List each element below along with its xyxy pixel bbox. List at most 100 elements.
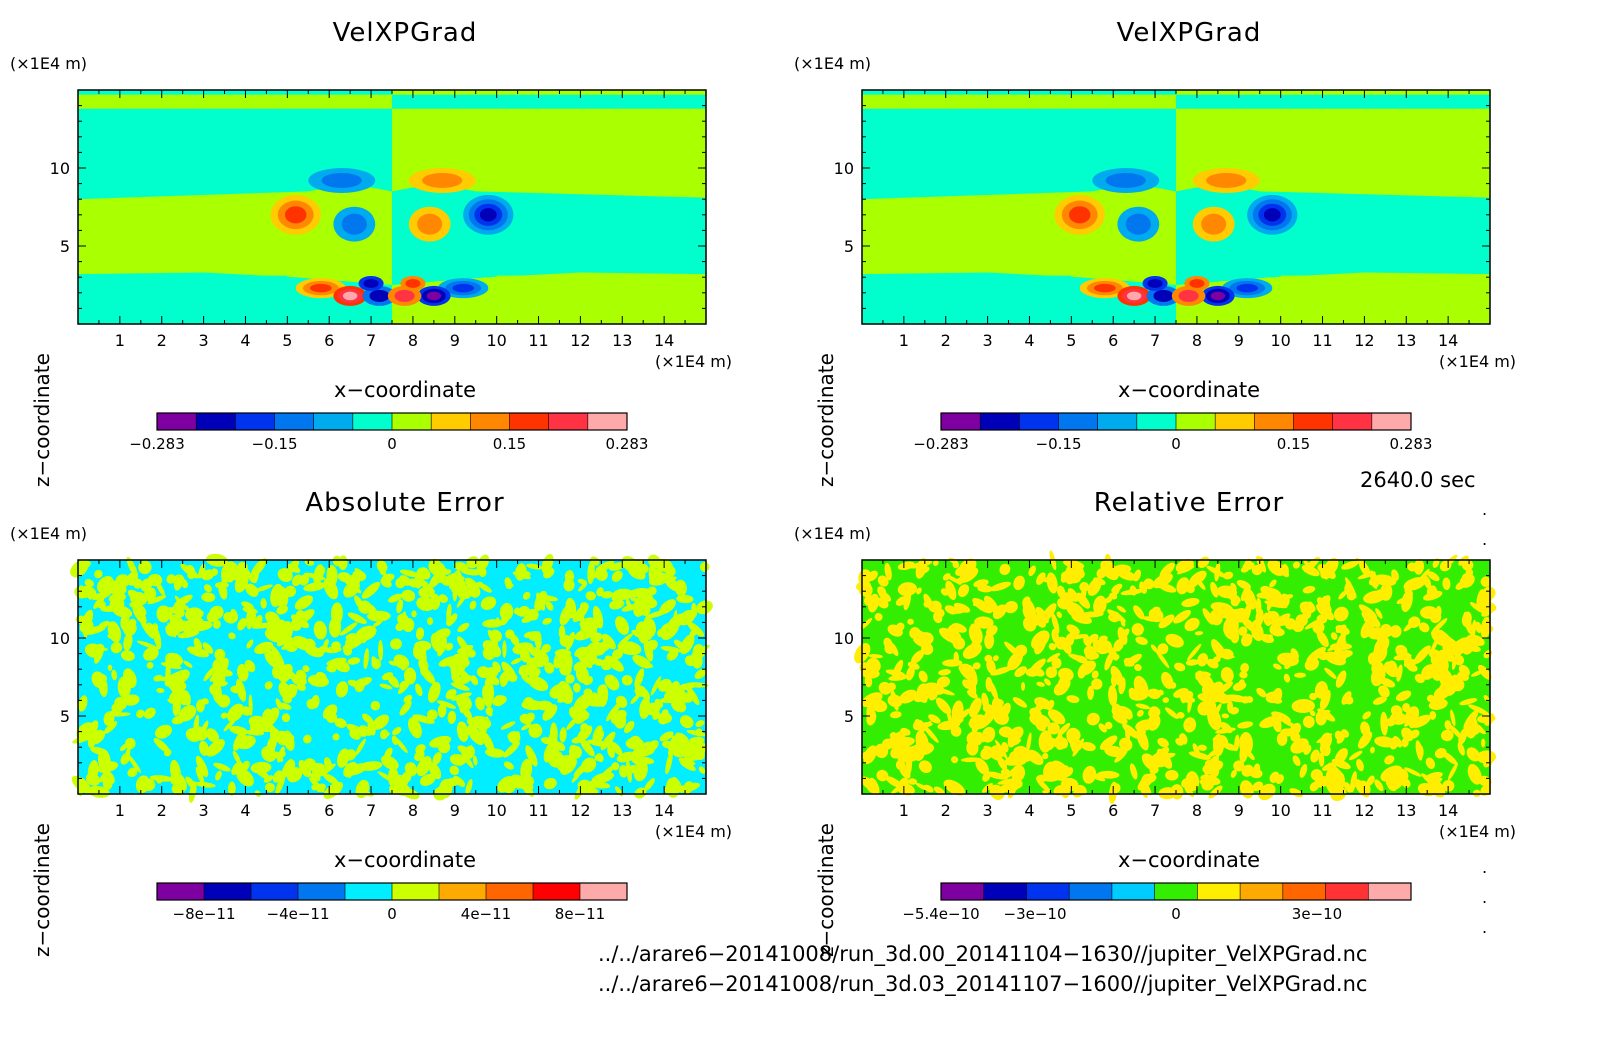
noise-patch <box>1330 632 1338 640</box>
y-unit-label: (×1E4 m) <box>794 524 872 543</box>
noise-patch <box>652 568 665 582</box>
noise-patch <box>1434 748 1447 759</box>
noise-patch <box>1341 729 1350 738</box>
noise-patch <box>178 705 197 722</box>
field-blob <box>405 278 421 288</box>
noise-patch <box>665 565 676 577</box>
noise-patch <box>1321 595 1331 616</box>
noise-patch <box>1429 711 1437 720</box>
noise-patch <box>283 730 295 751</box>
noise-patch <box>657 629 664 637</box>
noise-patch <box>1164 707 1179 719</box>
x-tick-label: 7 <box>1150 331 1160 350</box>
noise-patch <box>282 695 292 704</box>
noise-patch <box>1116 605 1126 613</box>
noise-patch <box>1098 723 1107 733</box>
colorbar-swatch <box>587 413 628 430</box>
noise-patch <box>149 775 173 782</box>
noise-patch <box>633 759 648 782</box>
noise-patch <box>1374 736 1396 748</box>
dot-marker: . <box>1482 918 1488 937</box>
field-blob <box>417 213 443 235</box>
noise-patch <box>415 683 423 697</box>
field-blob <box>1236 283 1258 293</box>
noise-patch <box>388 660 397 666</box>
noise-patch <box>155 580 166 597</box>
noise-patch <box>306 699 317 710</box>
noise-patch <box>1283 673 1291 683</box>
colorbar-swatch <box>1293 413 1334 430</box>
y-unit-label: (×1E4 m) <box>10 524 88 543</box>
noise-patch <box>348 642 356 648</box>
noise-patch <box>1066 624 1080 635</box>
colorbar-swatch <box>392 883 440 900</box>
noise-patch <box>1343 781 1352 793</box>
noise-patch <box>85 773 101 786</box>
noise-patch <box>371 656 379 670</box>
noise-patch <box>923 784 934 793</box>
noise-patch <box>1226 608 1246 623</box>
noise-patch <box>1414 645 1431 665</box>
noise-patch <box>450 657 458 680</box>
noise-patch <box>299 573 310 586</box>
noise-patch <box>1082 765 1097 784</box>
noise-patch <box>427 617 434 626</box>
colorbar-label: 0 <box>387 905 397 923</box>
noise-patch <box>139 605 147 616</box>
noise-patch <box>684 655 696 667</box>
noise-patch <box>1320 732 1333 750</box>
noise-patch <box>1325 779 1335 795</box>
noise-patch <box>1317 708 1336 722</box>
noise-patch <box>876 769 889 782</box>
noise-patch <box>214 648 226 661</box>
noise-patch <box>986 658 996 674</box>
noise-patch <box>1104 651 1114 671</box>
noise-patch <box>1013 575 1025 591</box>
x-tick-label: 14 <box>1438 331 1458 350</box>
noise-patch <box>277 663 293 682</box>
x-tick-label: 12 <box>1354 801 1374 820</box>
noise-patch <box>666 650 679 661</box>
noise-patch <box>189 731 197 739</box>
noise-patch <box>1206 658 1219 669</box>
noise-patch <box>974 616 994 629</box>
noise-patch <box>1302 585 1316 594</box>
noise-patch <box>193 637 203 652</box>
noise-patch <box>1072 738 1085 757</box>
field-band <box>496 275 706 312</box>
noise-patch <box>922 724 939 743</box>
dot-marker: . <box>1482 500 1488 519</box>
y-tick-label: 5 <box>844 237 854 256</box>
x-tick-label: 5 <box>282 331 292 350</box>
noise-patch <box>1480 576 1491 587</box>
noise-patch <box>1387 782 1397 792</box>
colorbar-swatch <box>533 883 581 900</box>
colorbar-swatch <box>298 883 346 900</box>
noise-patch <box>1011 764 1026 782</box>
colorbar-swatch <box>157 413 197 430</box>
x-tick-label: 7 <box>366 331 376 350</box>
noise-patch <box>304 559 315 566</box>
noise-patch <box>596 753 604 763</box>
field-band <box>78 275 288 312</box>
noise-patch <box>146 662 154 669</box>
y-tick-label: 10 <box>50 629 70 648</box>
colorbar-swatch <box>196 413 236 430</box>
noise-patch <box>240 760 250 772</box>
noise-patch <box>1476 750 1497 764</box>
noise-patch <box>215 681 228 687</box>
noise-patch <box>412 642 427 660</box>
noise-patch <box>1187 694 1193 713</box>
noise-patch <box>1230 582 1237 592</box>
colorbar-swatch <box>1325 883 1369 900</box>
noise-patch <box>682 692 694 703</box>
noise-patch <box>132 605 147 625</box>
noise-patch <box>250 717 266 734</box>
noise-patch <box>1012 697 1028 708</box>
noise-patch <box>1384 755 1395 765</box>
x-tick-label: 11 <box>1312 331 1332 350</box>
noise-patch <box>82 625 106 636</box>
noise-patch <box>195 755 209 778</box>
x-tick-label: 9 <box>450 331 460 350</box>
panel-relative-error: Relative Error (×1E4 m) z−coordinate (×1… <box>784 470 1544 957</box>
